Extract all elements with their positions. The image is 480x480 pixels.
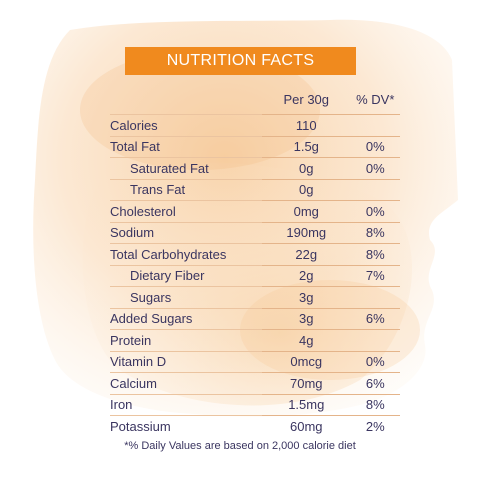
header-per-serving: Per 30g [283,91,330,107]
nutrient-name: Dietary Fiber [110,264,263,287]
table-row: Potassium 60mg 2% [110,415,400,437]
daily-value-percent: 8% [350,243,400,265]
table-row: Cholesterol 0mg 0% [110,200,400,222]
table-header-row: Per 30g % DV* [110,88,400,115]
nutrient-name: Cholesterol [110,200,263,222]
daily-value-percent: 6% [350,372,400,394]
table-row: Saturated Fat 0g 0% [110,157,400,179]
nutrient-name: Sodium [110,221,263,244]
amount-per-serving: 22g [262,243,351,265]
table-row: Total Carbohydrates 22g 8% [110,243,400,265]
amount-per-serving: 0g [262,178,351,201]
daily-value-percent: 8% [350,393,400,416]
nutrient-name: Trans Fat [110,178,263,201]
header-empty [110,88,262,115]
amount-per-serving: 1.5mg [262,393,351,416]
table-row: Calcium 70mg 6% [110,372,400,394]
amount-per-serving: 0g [262,157,351,179]
nutrient-name: Protein [110,329,263,351]
amount-per-serving: 2g [262,264,351,287]
nutrient-name: Total Fat [110,135,263,158]
daily-value-percent: 6% [350,307,400,330]
footnote: *% Daily Values are based on 2,000 calor… [124,440,356,452]
amount-per-serving: 1.5g [262,135,351,158]
nutrient-name: Total Carbohydrates [110,243,263,265]
header-daily-value: % DV* [356,91,395,107]
table-row: Dietary Fiber 2g 7% [110,264,400,287]
daily-value-percent [350,178,400,201]
table-row: Iron 1.5mg 8% [110,393,400,416]
amount-per-serving: 3g [262,307,351,330]
nutrition-table: Per 30g % DV* Calories 110 Total Fat 1.5g 0%… [110,88,400,437]
table-row: Total Fat 1.5g 0% [110,135,400,158]
nutrient-name: Sugars [110,286,263,308]
table-row: Sugars 3g [110,286,400,308]
table-row: Added Sugars 3g 6% [110,307,400,330]
nutrition-rows: Calories 110 Total Fat 1.5g 0% Saturated Fat 0… [110,114,400,437]
amount-per-serving: 4g [262,329,351,351]
nutrient-name: Saturated Fat [110,157,263,179]
amount-per-serving: 3g [262,286,351,308]
daily-value-percent: 7% [350,264,400,287]
daily-value-percent [350,114,400,136]
daily-value-percent: 2% [350,415,400,437]
table-row: Vitamin D 0mcg 0% [110,350,400,373]
nutrient-name: Calories [110,114,263,136]
amount-per-serving: 190mg [262,221,351,244]
amount-per-serving: 70mg [262,372,351,394]
amount-per-serving: 60mg [262,415,351,437]
nutrient-name: Iron [110,393,263,416]
daily-value-percent: 0% [350,200,400,222]
amount-per-serving: 0mcg [262,350,351,373]
daily-value-percent: 0% [350,135,400,158]
table-row: Trans Fat 0g [110,178,400,201]
nutrition-title: NUTRITION FACTS [125,47,356,75]
nutrient-name: Calcium [110,372,263,394]
table-row: Protein 4g [110,329,400,351]
nutrient-name: Vitamin D [110,350,263,373]
daily-value-percent: 0% [350,350,400,373]
nutrient-name: Potassium [110,415,263,437]
daily-value-percent [350,286,400,308]
daily-value-percent: 8% [350,221,400,244]
amount-per-serving: 0mg [262,200,351,222]
table-row: Calories 110 [110,114,400,136]
daily-value-percent: 0% [350,157,400,179]
amount-per-serving: 110 [262,114,351,136]
nutrient-name: Added Sugars [110,307,263,330]
table-row: Sodium 190mg 8% [110,221,400,244]
daily-value-percent [350,329,400,351]
